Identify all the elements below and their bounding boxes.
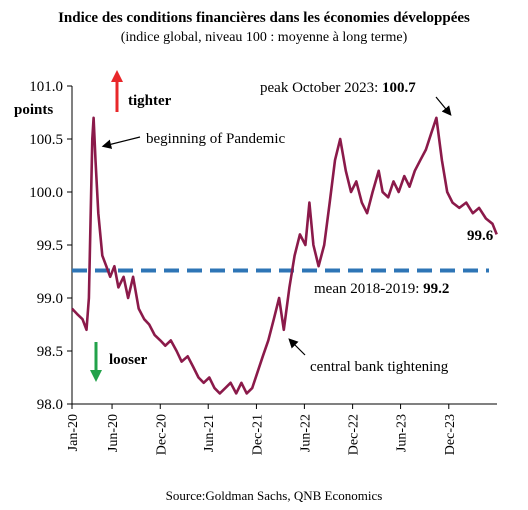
y-tick-label: 101.0 [29,79,63,95]
y-tick-label: 98.0 [37,397,63,413]
peak-pointer [435,96,452,116]
peak-value: 100.7 [382,80,416,96]
x-tick-label: Dec-22 [347,414,362,455]
tighter-label: tighter [128,93,172,109]
looser-arrow-icon [90,342,102,382]
x-tick-label: Dec-20 [154,414,169,455]
x-tick-label: Jun-22 [298,414,313,452]
pandemic-annotation: beginning of Pandemic [146,131,285,147]
x-tick-label: Jan-20 [66,414,81,451]
chart-subtitle: (indice global, niveau 100 : moyenne à l… [121,30,408,45]
tightening-pointer [288,338,306,356]
y-axis-label: points [14,102,53,118]
mean-annotation-text: mean 2018-2019: [314,281,423,297]
y-tick-label: 99.0 [37,291,63,307]
x-tick-label: Dec-21 [250,414,265,455]
tightening-annotation: central bank tightening [310,359,449,375]
mean-value: 99.2 [423,281,449,297]
chart-title: Indice des conditions financières dans l… [58,10,470,26]
pandemic-pointer [101,136,141,149]
looser-label: looser [109,352,148,368]
mean-annotation: mean 2018-2019: 99.2 [314,281,449,297]
series-line [71,116,498,395]
tighter-arrow-icon [111,70,123,112]
last-value-label: 99.6 [467,228,494,244]
y-axis: 101.0 100.5 100.0 99.5 99.0 98.5 98.0 [29,79,73,413]
x-tick-label: Jun-21 [202,414,217,452]
peak-annotation: peak October 2023: 100.7 [260,80,416,96]
source-note: Source:Goldman Sachs, QNB Economics [166,488,383,503]
y-tick-label: 100.0 [29,185,63,201]
y-tick-label: 100.5 [29,132,63,148]
x-axis: Jan-20 Jun-20 Dec-20 Jun-21 Dec-21 Jun-22 Dec-… [66,403,497,455]
x-tick-label: Jun-23 [395,414,410,452]
x-tick-label: Dec-23 [443,414,458,455]
y-tick-label: 99.5 [37,238,63,254]
y-tick-label: 98.5 [37,344,63,360]
x-tick-label: Jun-20 [106,414,121,452]
peak-annotation-text: peak October 2023: [260,80,382,96]
